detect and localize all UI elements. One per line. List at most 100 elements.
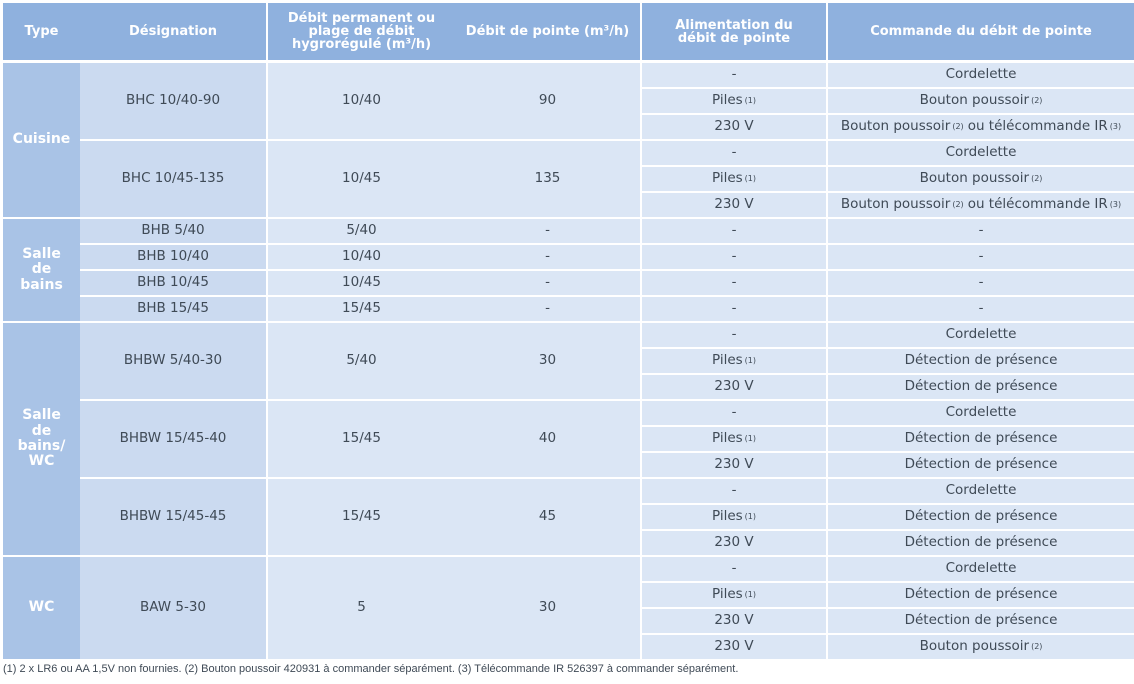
designation-value: BHC 10/40-90 [125, 92, 221, 109]
alimentation-cell: - [642, 557, 826, 581]
debit-permanent-value: 15/45 [342, 508, 381, 525]
debit-pointe-value: - [545, 248, 550, 265]
designation-value: BHBW 5/40-30 [123, 352, 223, 369]
alimentation-value: 230 V [714, 456, 754, 473]
commande-cell: Détection de présence [828, 375, 1134, 399]
alimentation-value: Piles [711, 352, 743, 369]
type-cell: Cuisine [3, 63, 80, 217]
debit-permanent-value: 10/40 [342, 92, 381, 109]
commande-value: Détection de présence [904, 586, 1058, 603]
footnote: (1) 2 x LR6 ou AA 1,5V non fournies. (2)… [3, 663, 739, 675]
type-label: WC [28, 599, 55, 616]
debit-pointe-cell: 90 [455, 63, 640, 139]
designation-value: BHB 10/45 [137, 274, 209, 291]
header-alimentation: Alimentation du débit de pointe [642, 3, 826, 60]
commande-value: Bouton poussoir [840, 196, 951, 213]
footnote-ref: (3) [1109, 200, 1122, 209]
type-cell: Salle de bains/ WC [3, 323, 80, 555]
commande-value: Détection de présence [904, 378, 1058, 395]
designation-cell: BAW 5-30 [80, 557, 266, 659]
footnote-ref: (1) [744, 512, 757, 521]
debit-pointe-value: - [545, 222, 550, 239]
footnote-ref: (2) [952, 200, 964, 209]
alimentation-value: 230 V [714, 378, 754, 395]
designation-value: BHBW 15/45-40 [119, 430, 227, 447]
debit-permanent-value: 15/45 [342, 430, 381, 447]
commande-cell: Détection de présence [828, 609, 1134, 633]
alimentation-cell: - [642, 479, 826, 503]
header-debit-permanent-label: Débit permanent ou plage de débit hygror… [287, 11, 436, 52]
debit-permanent-cell: 15/45 [268, 479, 455, 555]
commande-value: Cordelette [945, 560, 1017, 577]
commande-cell: Bouton poussoir (2) [828, 89, 1134, 113]
designation-value: BAW 5-30 [139, 599, 207, 616]
alimentation-cell: 230 V [642, 609, 826, 633]
commande-cell: Cordelette [828, 323, 1134, 347]
footnote-ref: (2) [1031, 174, 1043, 183]
alimentation-cell: 230 V [642, 193, 826, 217]
alimentation-value: - [731, 300, 737, 317]
debit-pointe-cell: 30 [455, 323, 640, 399]
commande-cell: Cordelette [828, 63, 1134, 87]
header-commande-label: Commande du débit de pointe [870, 24, 1092, 39]
debit-permanent-cell: 15/45 [268, 297, 455, 321]
alimentation-value: Piles [711, 92, 743, 109]
commande-cell: Cordelette [828, 401, 1134, 425]
alimentation-value: Piles [711, 430, 743, 447]
commande-value: Cordelette [945, 404, 1017, 421]
footnote-ref: (1) [744, 356, 757, 365]
debit-permanent-cell: 5/40 [268, 219, 455, 243]
alimentation-value: 230 V [714, 612, 754, 629]
designation-cell: BHC 10/40-90 [80, 63, 266, 139]
commande-value: Détection de présence [904, 612, 1058, 629]
commande-cell: Détection de présence [828, 427, 1134, 451]
alimentation-value: - [731, 560, 737, 577]
commande-value: Détection de présence [904, 352, 1058, 369]
commande-cell: Cordelette [828, 557, 1134, 581]
commande-cell: Détection de présence [828, 531, 1134, 555]
header-debit-pointe: Débit de pointe (m³/h) [455, 3, 640, 60]
commande-value: Détection de présence [904, 456, 1058, 473]
alimentation-cell: - [642, 245, 826, 269]
debit-pointe-cell: - [455, 297, 640, 321]
alimentation-value: 230 V [714, 118, 754, 135]
designation-cell: BHBW 5/40-30 [80, 323, 266, 399]
header-alimentation-label: Alimentation du débit de pointe [675, 17, 793, 46]
commande-value: - [978, 248, 984, 265]
commande-value: - [978, 274, 984, 291]
footnote-ref: (1) [744, 174, 757, 183]
debit-permanent-value: 5/40 [346, 352, 377, 369]
commande-value: Détection de présence [904, 430, 1058, 447]
debit-permanent-cell: 10/45 [268, 271, 455, 295]
alimentation-cell: Piles (1) [642, 505, 826, 529]
alimentation-cell: 230 V [642, 115, 826, 139]
designation-cell: BHC 10/45-135 [80, 141, 266, 217]
alimentation-value: 230 V [714, 534, 754, 551]
alimentation-value: 230 V [714, 196, 754, 213]
debit-pointe-value: 90 [538, 92, 557, 109]
alimentation-cell: - [642, 63, 826, 87]
debit-pointe-cell: - [455, 219, 640, 243]
commande-cell: Détection de présence [828, 349, 1134, 373]
commande-value: Cordelette [945, 66, 1017, 83]
commande-cell: Cordelette [828, 479, 1134, 503]
commande-cell: Détection de présence [828, 505, 1134, 529]
alimentation-value: Piles [711, 508, 743, 525]
debit-permanent-cell: 10/45 [268, 141, 455, 217]
debit-permanent-cell: 10/40 [268, 63, 455, 139]
debit-pointe-cell: 30 [455, 557, 640, 659]
footnote-ref: (1) [744, 96, 757, 105]
alimentation-value: - [731, 144, 737, 161]
debit-pointe-value: - [545, 300, 550, 317]
header-designation-label: Désignation [129, 24, 217, 39]
footnote-ref: (2) [1031, 642, 1043, 651]
alimentation-value: - [731, 326, 737, 343]
debit-pointe-cell: - [455, 271, 640, 295]
footnote-ref: (2) [952, 122, 964, 131]
footnote-ref: (1) [744, 590, 757, 599]
commande-value: Bouton poussoir [840, 118, 951, 135]
commande-cell: - [828, 219, 1134, 243]
commande-suffix: ou télécommande IR [967, 118, 1108, 135]
commande-value: Bouton poussoir [919, 92, 1030, 109]
alimentation-value: - [731, 248, 737, 265]
